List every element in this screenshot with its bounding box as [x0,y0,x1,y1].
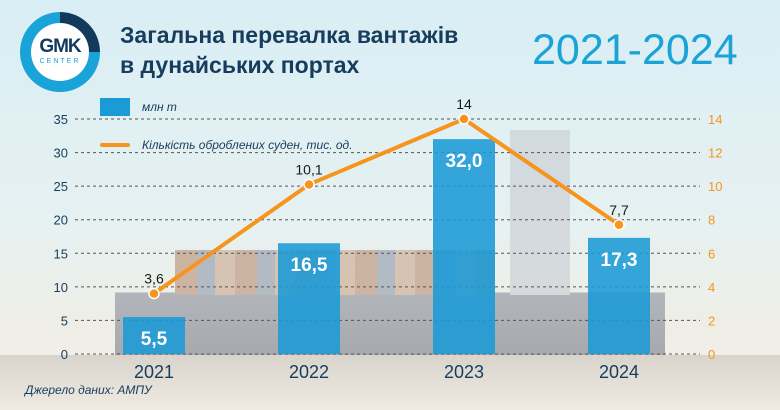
y-left-tick-label: 30 [54,146,68,161]
y-right-tick-label: 8 [708,213,715,228]
y-right-tick-label: 6 [708,246,715,261]
line-point [303,178,315,191]
y-left-tick-label: 0 [61,347,68,362]
legend-item-bar: млн т [100,96,353,118]
y-right-tick-label: 14 [708,112,722,127]
y-left-tick-label: 35 [54,112,68,127]
gmk-logo: GMK CENTER [20,12,100,92]
line-value-label: 10,1 [295,161,322,177]
source-note: Джерело даних: АМПУ [25,383,152,397]
chart-title: Загальна перевалка вантажів в дунайських… [120,22,459,78]
bar-value-label: 17,3 [601,250,638,271]
legend-swatch-line [100,143,130,147]
x-tick-label: 2024 [599,362,639,382]
y-left-tick-label: 25 [54,179,68,194]
bar [433,139,495,354]
line-point [148,287,160,300]
y-left-tick-label: 20 [54,213,68,228]
y-left-tick-label: 10 [54,280,68,295]
bar [588,237,650,354]
year-range: 2021-2024 [532,26,738,74]
bar-value-label: 5,5 [141,329,168,350]
x-tick-label: 2022 [289,362,329,382]
line-value-label: 3,6 [144,271,164,287]
x-tick-label: 2021 [134,362,174,382]
bar-value-label: 32,0 [446,151,483,172]
bar [123,317,185,354]
line-point [458,113,470,125]
x-tick-label: 2023 [444,362,484,382]
y-right-tick-label: 10 [708,179,722,194]
y-right-tick-label: 0 [708,347,715,362]
line-point [613,219,625,231]
y-left-tick-label: 15 [54,246,68,261]
line-value-label: 14 [456,96,472,112]
bar-value-label: 16,5 [291,255,328,276]
legend: млн т Кількість оброблених суден, тис. о… [100,96,353,172]
legend-item-line: Кількість оброблених суден, тис. од. [100,134,353,156]
y-right-tick-label: 4 [708,280,715,295]
water-background [0,355,780,410]
y-left-tick-label: 5 [61,313,68,328]
line-value-label: 7,7 [609,202,629,218]
legend-swatch-bar [100,98,130,116]
y-right-tick-label: 12 [708,146,722,161]
line-series [152,116,621,296]
y-right-tick-label: 2 [708,313,715,328]
bar [278,243,340,354]
